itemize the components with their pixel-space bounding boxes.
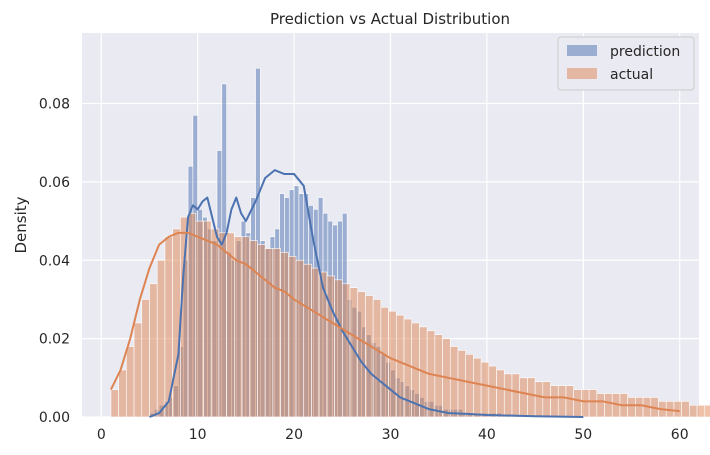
hist-bar-actual bbox=[280, 252, 289, 418]
hist-bar-actual bbox=[187, 212, 197, 418]
hist-bar-actual bbox=[303, 263, 312, 418]
hist-bar-actual bbox=[511, 373, 520, 418]
hist-bar-actual bbox=[203, 220, 212, 418]
hist-bar-actual bbox=[457, 350, 466, 418]
y-tick-label: 0.00 bbox=[39, 410, 70, 426]
hist-bar-actual bbox=[689, 404, 698, 418]
hist-bar-actual bbox=[141, 299, 150, 418]
hist-bar-actual bbox=[257, 244, 266, 418]
x-tick-label: 0 bbox=[97, 427, 106, 443]
legend-label-prediction: prediction bbox=[610, 44, 680, 60]
x-tick-label: 20 bbox=[285, 427, 303, 443]
hist-bar-actual bbox=[596, 393, 605, 418]
hist-bar-actual bbox=[395, 314, 405, 418]
kde-line-prediction bbox=[149, 169, 584, 418]
hist-bar-actual bbox=[234, 236, 243, 418]
hist-bar-actual bbox=[126, 346, 135, 418]
hist-bar-actual bbox=[110, 389, 119, 418]
hist-bar-actual bbox=[357, 291, 366, 418]
legend: prediction actual bbox=[557, 36, 695, 91]
chart-title: Prediction vs Actual Distribution bbox=[270, 10, 510, 28]
hist-bar-actual bbox=[519, 377, 528, 418]
hist-bar-actual bbox=[218, 232, 227, 418]
hist-bar-actual bbox=[527, 377, 536, 418]
hist-bar-actual bbox=[704, 404, 710, 418]
legend-label-actual: actual bbox=[610, 67, 653, 83]
hist-bar-actual bbox=[149, 283, 158, 418]
hist-bar-actual bbox=[496, 369, 505, 418]
x-tick-label: 10 bbox=[189, 427, 207, 443]
kde-line-actual bbox=[110, 231, 680, 413]
hist-bar-actual bbox=[210, 228, 220, 418]
y-tick-label: 0.04 bbox=[39, 253, 70, 269]
hist-bar-actual bbox=[326, 275, 335, 418]
y-tick-label: 0.08 bbox=[39, 97, 70, 113]
hist-bar-actual bbox=[542, 381, 551, 418]
hist-bar-actual bbox=[673, 401, 682, 418]
hist-bar-actual bbox=[156, 259, 166, 418]
hist-bar-actual bbox=[681, 401, 690, 418]
y-tick-label: 0.06 bbox=[39, 175, 70, 191]
hist-bar-actual bbox=[550, 385, 559, 418]
hist-bar-actual bbox=[635, 397, 644, 418]
legend-swatch-actual bbox=[567, 68, 597, 79]
hist-bar-actual bbox=[341, 283, 351, 418]
hist-bar-actual bbox=[488, 365, 497, 418]
x-tick-label: 40 bbox=[478, 427, 496, 443]
legend-swatch-prediction bbox=[567, 45, 597, 56]
hist-bar-actual bbox=[473, 357, 482, 418]
hist-bar-actual bbox=[588, 389, 598, 418]
y-tick-label: 0.02 bbox=[39, 332, 70, 348]
x-tick-label: 60 bbox=[671, 427, 689, 443]
x-tick-label: 30 bbox=[382, 427, 400, 443]
hist-bar-actual bbox=[272, 248, 281, 418]
hist-bar-actual bbox=[581, 389, 590, 418]
kde-curves bbox=[110, 169, 680, 418]
x-tick-label: 50 bbox=[574, 427, 592, 443]
hist-bar-actual bbox=[226, 232, 235, 418]
hist-bar-actual bbox=[264, 248, 274, 418]
hist-bar-actual bbox=[480, 361, 490, 418]
hist-bar-actual bbox=[172, 228, 181, 418]
hist-bar-actual bbox=[557, 385, 567, 418]
hist-bar-actual bbox=[311, 267, 320, 418]
hist-bar-actual bbox=[365, 295, 374, 418]
hist-bar-actual bbox=[503, 373, 513, 418]
hist-bar-actual bbox=[380, 306, 389, 418]
hist-bar-actual bbox=[465, 354, 474, 418]
tick-labels: 0 10 20 30 40 50 60 0.00 0.02 0.04 0.06 0.08 bbox=[39, 97, 689, 443]
hist-bar-actual bbox=[534, 381, 544, 418]
hist-bar-actual bbox=[696, 404, 706, 418]
hist-bar-actual bbox=[195, 220, 204, 418]
hist-bar-actual bbox=[372, 299, 382, 418]
hist-bar-actual bbox=[388, 310, 397, 418]
hist-bar-actual bbox=[573, 389, 582, 418]
hist-bar-actual bbox=[288, 256, 297, 418]
y-axis-label: Density bbox=[12, 196, 30, 253]
hist-bar-actual bbox=[449, 346, 459, 418]
hist-bar-actual bbox=[295, 259, 305, 418]
hist-bar-actual bbox=[604, 393, 613, 418]
hist-bar-actual bbox=[133, 322, 143, 418]
hist-bar-actual bbox=[118, 369, 127, 418]
hist-bar-actual bbox=[334, 279, 343, 418]
hist-bar-actual bbox=[627, 397, 636, 418]
hist-bar-actual bbox=[565, 385, 574, 418]
